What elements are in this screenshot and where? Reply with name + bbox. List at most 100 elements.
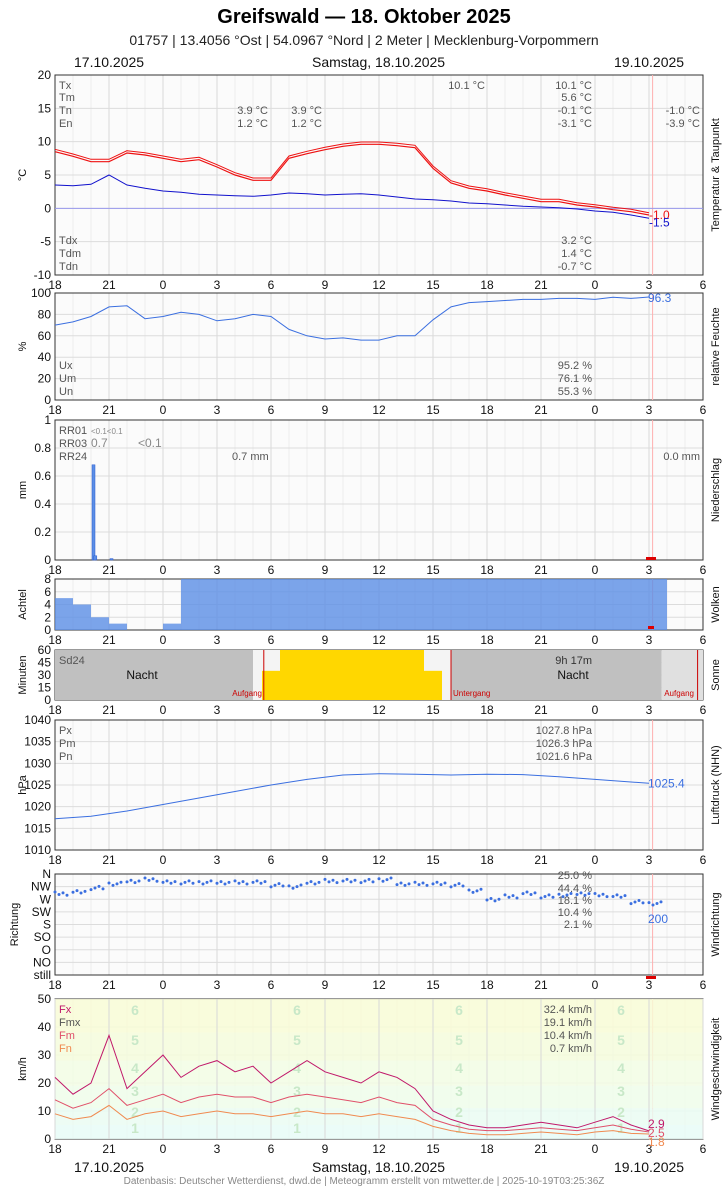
temperature-series-line [54, 143, 650, 216]
winddirection-point [169, 881, 173, 885]
humidity-ytick: 100 [31, 286, 51, 300]
winddirection-point [281, 884, 285, 888]
temperature-stat-value: -0.1 °C [558, 105, 592, 117]
beaufort-number: 4 [455, 1060, 463, 1076]
temperature-xtick: 21 [534, 278, 548, 292]
beaufort-number: 4 [131, 1060, 139, 1076]
winddirection-point [629, 902, 633, 906]
winddirection-xtick: 0 [160, 978, 167, 992]
night-band [451, 650, 662, 700]
windspeed-ytick: 10 [38, 1104, 52, 1118]
precipitation-xtick: 6 [700, 563, 707, 577]
precipitation-row-label: RR03 [59, 438, 87, 450]
winddirection-point [245, 882, 249, 886]
sunshine-bar [334, 650, 352, 700]
clouds-xtick: 21 [102, 633, 116, 647]
dewpoint-stat-label: Tdx [59, 235, 78, 247]
winddirection-point [53, 890, 57, 894]
winddirection-ytick: NW [31, 880, 52, 894]
wind-fm-end-label: 2.5 [648, 1126, 665, 1140]
temperature-xtick: 6 [268, 278, 275, 292]
winddirection-point [583, 893, 587, 897]
temperature-ytick: 10 [38, 135, 52, 149]
winddirection-point [453, 883, 457, 887]
winddirection-point [143, 876, 147, 880]
sunshine-ytick: 15 [38, 681, 52, 695]
humidity-series-line [54, 296, 650, 341]
winddirection-point [137, 879, 141, 883]
pressure-series-line [54, 773, 650, 820]
windspeed-xtick: 12 [372, 1142, 386, 1156]
winddirection-point [471, 890, 475, 894]
winddirection-point [601, 892, 605, 896]
winddirection-point [341, 879, 345, 883]
winddirection-xtick: 0 [592, 978, 599, 992]
winddirection-point [119, 880, 123, 884]
winddirection-point [147, 878, 151, 882]
winddirection-point [503, 893, 507, 897]
humidity-stat-value: 95.2 % [558, 360, 592, 372]
clouds-side-label: Wolken [710, 586, 722, 622]
clouds-bar [73, 604, 91, 630]
pressure-ytick: 1040 [24, 713, 51, 727]
winddirection-point [191, 881, 195, 885]
winddirection-point [547, 893, 551, 897]
data-source: Datenbasis: Deutscher Wetterdienst, dwd.… [123, 1176, 605, 1187]
humidity-xtick: 21 [534, 403, 548, 417]
winddirection-point [133, 881, 137, 885]
winddirection-point [449, 885, 453, 889]
winddirection-point [313, 882, 317, 886]
precipitation-xtick: 12 [372, 563, 386, 577]
clouds-bar [55, 598, 73, 630]
winddirection-ytick: O [42, 943, 51, 957]
precipitation-xtick: 18 [48, 563, 62, 577]
pressure-ytick: 1010 [24, 843, 51, 857]
humidity-stat-value: 55.3 % [558, 386, 592, 398]
beaufort-number: 6 [293, 1002, 301, 1018]
pressure-xtick: 12 [372, 853, 386, 867]
winddirection-point [579, 891, 583, 895]
wind-fn-series-line [54, 1104, 650, 1136]
winddirection-point [317, 880, 321, 884]
humidity-xtick: 0 [592, 403, 599, 417]
pressure-stat-label: Px [59, 725, 72, 737]
winddirection-point [507, 895, 511, 899]
humidity-xtick: 15 [426, 403, 440, 417]
windspeed-xtick: 6 [268, 1142, 275, 1156]
clouds-bar [613, 579, 631, 630]
winddirection-point [431, 882, 435, 886]
clouds-bar [91, 617, 109, 630]
winddirection-point [173, 880, 177, 884]
winddirection-point [227, 880, 231, 884]
pressure-xtick: 18 [480, 853, 494, 867]
clouds-bar [307, 579, 325, 630]
winddirection-point [237, 881, 241, 885]
winddirection-point [623, 894, 627, 898]
precipitation-xtick: 21 [102, 563, 116, 577]
sunshine-ytick: 30 [38, 668, 52, 682]
windspeed-xtick: 9 [322, 1142, 329, 1156]
sunshine-bar [316, 650, 334, 700]
pressure-xtick: 9 [322, 853, 329, 867]
humidity-xtick: 0 [160, 403, 167, 417]
clouds-ytick: 6 [44, 585, 51, 599]
winddirection-point [129, 878, 133, 882]
precipitation-ytick: 0.2 [34, 525, 51, 539]
precipitation-bar [91, 464, 96, 561]
pressure-xtick: 0 [160, 853, 167, 867]
clouds-bar [397, 579, 415, 630]
humidity-stat-value: 76.1 % [558, 373, 592, 385]
winddirection-point [467, 888, 471, 892]
windspeed-stat-label: Fmx [59, 1017, 81, 1029]
wind-fx-series-line [54, 1033, 650, 1132]
winddirection-point [539, 896, 543, 900]
beaufort-number: 4 [293, 1060, 301, 1076]
winddirection-point [363, 879, 367, 883]
winddirection-stat: 10.4 % [558, 907, 592, 919]
pressure-stat-label: Pn [59, 751, 72, 763]
precipitation-row-label: RR24 [59, 451, 87, 463]
winddirection-point [565, 893, 569, 897]
pressure-xtick: 0 [592, 853, 599, 867]
precipitation-bar [93, 555, 98, 561]
